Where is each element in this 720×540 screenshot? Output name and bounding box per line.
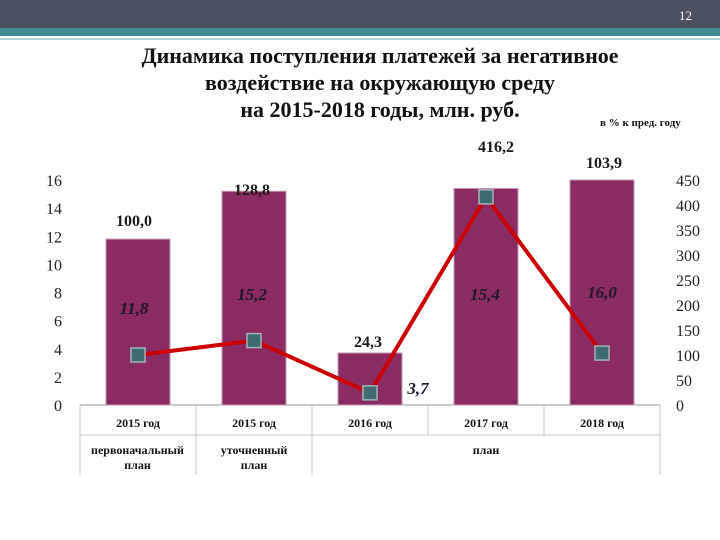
- category-label: 2017 год: [464, 416, 508, 430]
- percent-marker: [478, 189, 494, 205]
- page-title: Динамика поступления платежей за негатив…: [100, 42, 660, 123]
- bar: [569, 179, 635, 406]
- bar-value-label: 11,8: [120, 299, 149, 318]
- bar: [105, 238, 171, 406]
- title-line-1: Динамика поступления платежей за негатив…: [141, 43, 619, 68]
- right-axis-tick-label: 250: [676, 273, 700, 290]
- percent-value-label: 416,2: [478, 139, 514, 156]
- header-thin-stripe: [0, 38, 720, 40]
- right-axis-tick-label: 200: [676, 298, 700, 315]
- right-axis-note: в % к пред. году: [600, 117, 681, 129]
- bar-value-label: 15,4: [470, 285, 500, 304]
- group-label-line: план: [240, 458, 268, 472]
- left-axis-tick-label: 16: [46, 173, 62, 190]
- right-axis-tick-label: 50: [676, 373, 692, 390]
- header-stripe: [0, 28, 720, 36]
- group-label-line: план: [124, 458, 151, 472]
- category-label: 2018 год: [580, 416, 624, 430]
- category-label: 2015 год: [232, 416, 276, 430]
- bar-value-label: 15,2: [237, 285, 267, 304]
- left-axis-tick-label: 10: [46, 257, 62, 274]
- group-label-revised-plan: уточненный план: [196, 443, 312, 473]
- percent-marker: [594, 345, 610, 361]
- left-axis-tick-label: 8: [54, 286, 62, 303]
- group-label-line: план: [472, 443, 500, 457]
- left-axis-tick-label: 14: [46, 201, 62, 218]
- right-axis-tick-label: 150: [676, 323, 700, 340]
- title-line-3: на 2015-2018 годы, млн. руб.: [240, 97, 520, 122]
- bar-value-label: 16,0: [587, 283, 617, 302]
- right-axis-tick-label: 450: [676, 173, 700, 190]
- right-axis-tick-label: 300: [676, 248, 700, 265]
- right-axis-tick-label: 0: [676, 398, 684, 415]
- bar-value-label: 3,7: [406, 379, 430, 398]
- group-label-line: первоначальный: [91, 443, 184, 457]
- title-line-2: воздействие на окружающую среду: [205, 70, 555, 95]
- group-label-line: уточненный: [220, 443, 288, 457]
- group-label-initial-plan: первоначальный план: [80, 443, 195, 473]
- left-axis-tick-label: 2: [54, 370, 62, 387]
- left-axis-tick-label: 6: [54, 314, 62, 331]
- right-axis-tick-label: 100: [676, 348, 700, 365]
- header-bar: [0, 0, 720, 28]
- percent-value-label: 103,9: [586, 155, 622, 172]
- group-label-plan: план: [312, 443, 660, 458]
- bar: [221, 190, 287, 406]
- right-axis-tick-label: 400: [676, 198, 700, 215]
- percent-marker: [362, 385, 378, 401]
- percent-value-label: 128,8: [234, 182, 270, 199]
- category-label: 2015 год: [116, 416, 160, 430]
- left-axis-tick-label: 0: [54, 398, 62, 415]
- percent-value-label: 24,3: [354, 334, 382, 351]
- left-axis-tick-label: 12: [46, 229, 62, 246]
- page-number: 12: [679, 8, 692, 23]
- category-label: 2016 год: [348, 416, 392, 430]
- percent-value-label: 100,0: [116, 213, 152, 230]
- percent-marker: [246, 332, 262, 349]
- percent-marker: [130, 347, 146, 363]
- right-axis-tick-label: 350: [676, 223, 700, 240]
- left-axis-tick-label: 4: [54, 342, 62, 359]
